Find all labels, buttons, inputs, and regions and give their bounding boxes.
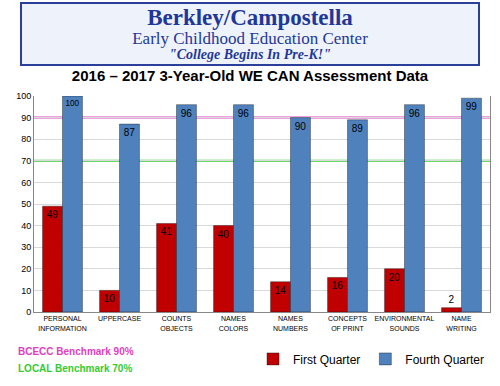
svg-text:16: 16 [332,280,344,291]
svg-text:20: 20 [21,264,31,274]
svg-text:NAMESNUMBERS: NAMESNUMBERS [273,315,308,331]
svg-text:100: 100 [16,91,31,101]
svg-text:ENVIRONMENTALSOUNDS: ENVIRONMENTALSOUNDS [375,315,435,331]
svg-text:First Quarter: First Quarter [293,353,360,367]
svg-text:20: 20 [389,272,401,283]
svg-text:10: 10 [104,293,116,304]
svg-text:PERSONALINFORMATION: PERSONALINFORMATION [38,315,86,331]
svg-text:96: 96 [238,108,250,119]
svg-text:70: 70 [21,156,31,166]
svg-text:CONCEPTSOF PRINT: CONCEPTSOF PRINT [328,315,367,331]
svg-text:2: 2 [449,294,455,305]
svg-text:LOCAL Benchmark 70%: LOCAL Benchmark 70% [18,363,132,374]
html-text:Berkley/Campostella: Berkley/Campostella [147,5,353,30]
svg-text:96: 96 [409,108,421,119]
svg-text:40: 40 [218,229,230,240]
svg-text:50: 50 [21,199,31,209]
svg-text:60: 60 [21,178,31,188]
svg-text:COUNTSOBJECTS: COUNTSOBJECTS [160,315,193,331]
svg-text:80: 80 [21,134,31,144]
svg-text:90: 90 [295,121,307,132]
svg-text:10: 10 [21,286,31,296]
svg-text:87: 87 [124,127,136,138]
html-text:Early Childhood Education Cent: Early Childhood Education Center [132,29,368,49]
svg-text:89: 89 [352,123,364,134]
svg-text:14: 14 [275,285,287,296]
svg-text:Fourth Quarter: Fourth Quarter [405,353,484,367]
svg-text:UPPERCASE: UPPERCASE [98,315,142,322]
svg-text:40: 40 [21,221,31,231]
svg-text:90: 90 [21,113,31,123]
svg-text:100: 100 [66,99,80,108]
svg-text:99: 99 [466,101,478,112]
svg-text:BCECC Benchmark 90%: BCECC Benchmark 90% [18,346,134,357]
svg-text:41: 41 [161,226,173,237]
svg-text:96: 96 [181,108,193,119]
svg-text:NAMESCOLORS: NAMESCOLORS [219,315,249,331]
svg-text:NAMEWRITING: NAMEWRITING [446,315,476,331]
svg-text:0: 0 [26,307,31,317]
html-text:"College Begins In Pre-K!": "College Begins In Pre-K!" [168,47,332,62]
svg-text:49: 49 [47,209,59,220]
svg-text:30: 30 [21,242,31,252]
svg-text:2016 – 2017 3-Year-Old WE CAN: 2016 – 2017 3-Year-Old WE CAN Assessment… [72,67,429,84]
